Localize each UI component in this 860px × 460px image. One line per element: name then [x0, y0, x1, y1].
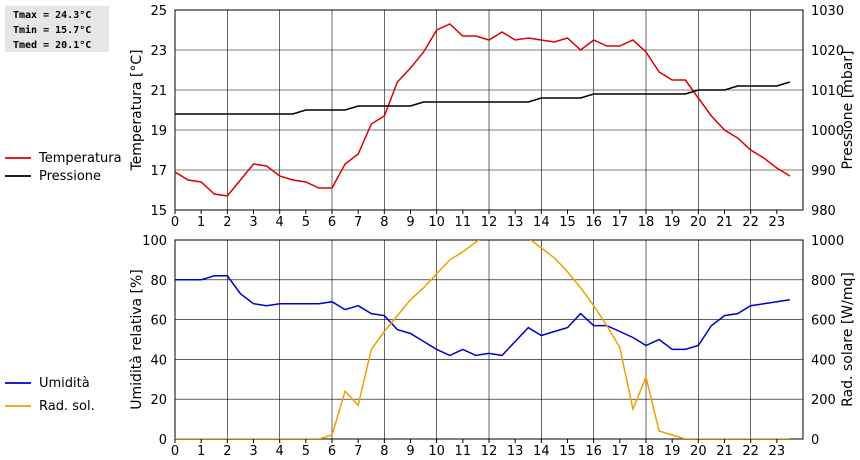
- stats-box: Tmax = 24.3°C Tmin = 15.7°C Tmed = 20.1°…: [5, 6, 109, 52]
- x-tick-label: 11: [455, 215, 472, 230]
- y-right-tick-label: 980: [811, 204, 836, 219]
- y-right-axis-label: Rad. solare [W/mq]: [840, 272, 856, 407]
- legend-label: Umidità: [39, 376, 90, 391]
- y-right-tick-label: 600: [811, 314, 836, 329]
- x-tick-label: 4: [276, 215, 284, 230]
- y-right-tick-label: 1030: [811, 4, 844, 19]
- y-right-axis-label: Pressione [mbar]: [840, 50, 856, 169]
- x-tick-label: 21: [716, 444, 733, 459]
- tmax-text: Tmax = 24.3°C: [13, 10, 92, 21]
- x-tick-label: 23: [769, 215, 786, 230]
- x-tick-label: 6: [328, 215, 336, 230]
- y-left-tick-label: 25: [150, 4, 167, 19]
- x-tick-label: 0: [171, 444, 179, 459]
- x-tick-label: 23: [769, 444, 786, 459]
- x-tick-label: 2: [223, 444, 231, 459]
- x-tick-label: 5: [302, 444, 310, 459]
- x-tick-label: 1: [197, 444, 205, 459]
- y-left-axis-label: Temperatura [°C]: [129, 49, 145, 171]
- x-tick-label: 5: [302, 215, 310, 230]
- x-tick-label: 13: [507, 215, 524, 230]
- y-left-tick-label: 17: [150, 164, 167, 179]
- x-tick-label: 4: [276, 444, 284, 459]
- y-left-tick-label: 80: [150, 274, 167, 289]
- y-left-tick-label: 19: [150, 124, 167, 139]
- y-right-tick-label: 800: [811, 274, 836, 289]
- x-tick-label: 7: [354, 444, 362, 459]
- y-left-tick-label: 20: [150, 393, 167, 408]
- y-left-tick-label: 23: [150, 44, 167, 59]
- x-tick-label: 19: [664, 444, 681, 459]
- x-tick-label: 12: [481, 444, 498, 459]
- tmed-text: Tmed = 20.1°C: [13, 40, 92, 51]
- x-tick-label: 3: [249, 444, 257, 459]
- y-right-tick-label: 400: [811, 353, 836, 368]
- x-tick-label: 20: [690, 215, 707, 230]
- y-left-tick-label: 15: [150, 204, 167, 219]
- y-right-tick-label: 990: [811, 164, 836, 179]
- y-right-tick-label: 1010: [811, 84, 844, 99]
- x-tick-label: 10: [428, 444, 445, 459]
- x-tick-label: 15: [559, 215, 576, 230]
- series-line-temperatura: [175, 23, 791, 197]
- y-right-tick-label: 200: [811, 393, 836, 408]
- x-tick-label: 18: [638, 444, 655, 459]
- x-tick-label: 11: [455, 444, 472, 459]
- x-tick-label: 0: [171, 215, 179, 230]
- y-right-tick-label: 1000: [811, 234, 844, 249]
- x-tick-label: 10: [428, 215, 445, 230]
- x-tick-label: 2: [223, 215, 231, 230]
- x-tick-label: 9: [406, 215, 414, 230]
- legend-label: Pressione: [39, 169, 101, 184]
- x-tick-label: 22: [742, 215, 759, 230]
- x-tick-label: 21: [716, 215, 733, 230]
- y-right-tick-label: 1000: [811, 124, 844, 139]
- x-tick-label: 16: [585, 215, 602, 230]
- y-left-tick-label: 0: [159, 433, 167, 448]
- plot-frame: [174, 239, 804, 440]
- series-line-pressione: [175, 81, 791, 115]
- x-tick-label: 8: [380, 215, 388, 230]
- x-tick-label: 14: [533, 215, 550, 230]
- x-tick-label: 9: [406, 444, 414, 459]
- x-tick-label: 3: [249, 215, 257, 230]
- y-right-tick-label: 1020: [811, 44, 844, 59]
- series-line-umidit-: [175, 275, 791, 357]
- x-tick-label: 1: [197, 215, 205, 230]
- plot-frame: [174, 9, 804, 211]
- x-tick-label: 7: [354, 215, 362, 230]
- x-tick-label: 15: [559, 444, 576, 459]
- y-left-tick-label: 21: [150, 84, 167, 99]
- y-left-tick-label: 60: [150, 314, 167, 329]
- x-tick-label: 12: [481, 215, 498, 230]
- x-tick-label: 6: [328, 444, 336, 459]
- x-tick-label: 19: [664, 215, 681, 230]
- y-left-tick-label: 100: [142, 234, 167, 249]
- x-tick-label: 17: [612, 444, 629, 459]
- tmin-text: Tmin = 15.7°C: [13, 25, 92, 36]
- x-tick-label: 14: [533, 444, 550, 459]
- y-left-axis-label: Umidità relativa [%]: [129, 269, 145, 410]
- x-tick-label: 8: [380, 444, 388, 459]
- x-tick-label: 22: [742, 444, 759, 459]
- x-tick-label: 18: [638, 215, 655, 230]
- legend-label: Temperatura: [38, 151, 122, 166]
- y-right-tick-label: 0: [811, 433, 819, 448]
- x-tick-label: 13: [507, 444, 524, 459]
- x-tick-label: 20: [690, 444, 707, 459]
- y-left-tick-label: 40: [150, 353, 167, 368]
- x-tick-label: 16: [585, 444, 602, 459]
- x-tick-label: 17: [612, 215, 629, 230]
- series-line-rad-sol-: [175, 240, 790, 439]
- legend-label: Rad. sol.: [39, 399, 95, 414]
